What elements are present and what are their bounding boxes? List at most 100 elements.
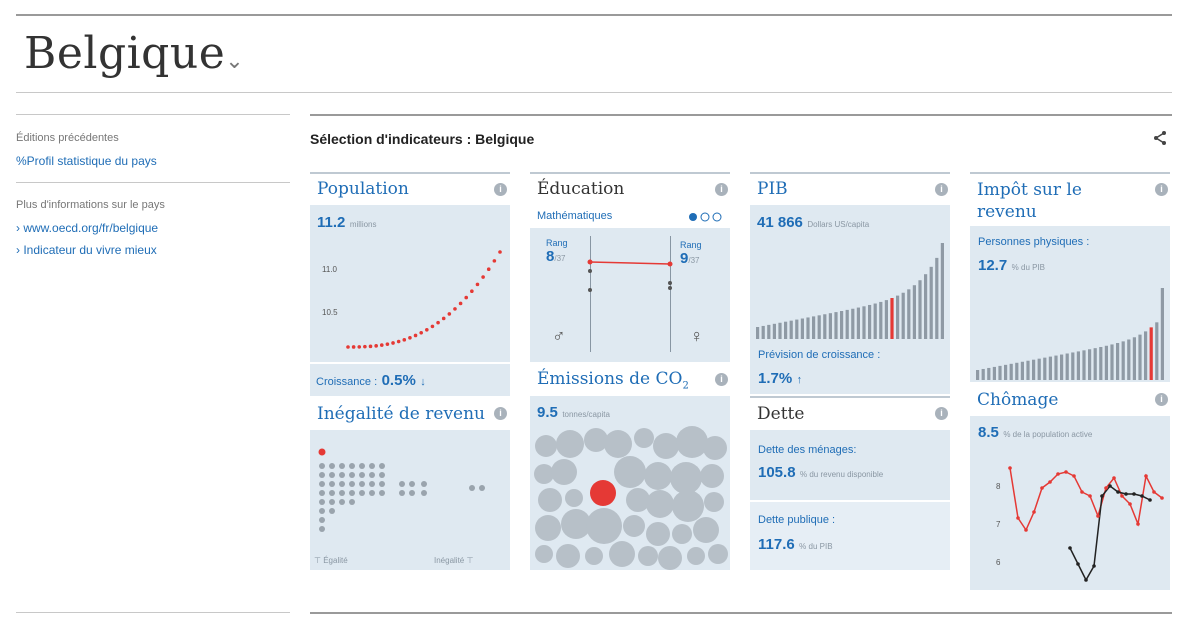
unemployment-point — [1108, 484, 1112, 488]
education-title[interactable]: Éducation — [537, 179, 625, 199]
belgium-bar — [1149, 327, 1153, 380]
inegalite-title[interactable]: Inégalité de revenu — [317, 404, 486, 424]
emissions-value: 9.5 — [537, 404, 558, 421]
country-bar — [1088, 349, 1092, 380]
country-bar — [1048, 356, 1052, 380]
chomage-unit: % de la population active — [1003, 430, 1093, 439]
right-total: /37 — [688, 256, 700, 265]
stat-profile-link[interactable]: %Profil statistique du pays — [16, 154, 157, 168]
tick-label: 10.5 — [322, 308, 338, 317]
unemployment-point — [1132, 492, 1136, 496]
chomage-title[interactable]: Chômage — [977, 390, 1059, 410]
country-bar — [845, 309, 849, 339]
country-bar — [1037, 358, 1041, 380]
country-bubble — [586, 508, 622, 544]
unemployment-point — [1124, 492, 1128, 496]
scale-icon: ⊤ — [314, 556, 321, 565]
country-bar — [800, 318, 804, 339]
info-icon[interactable]: i — [1155, 183, 1168, 196]
country-bubble — [634, 428, 654, 448]
card-divider — [310, 172, 510, 174]
left-rank: 8 — [546, 248, 555, 265]
unemployment-point — [1160, 496, 1164, 500]
share-icon[interactable] — [1152, 130, 1168, 151]
country-bubble — [653, 433, 679, 459]
pib-title[interactable]: PIB — [757, 179, 788, 199]
inequality-dot — [319, 472, 325, 478]
country-bar — [1155, 322, 1159, 380]
emissions-panel: 9.5 tonnes/capita — [530, 396, 730, 570]
sidebar-link-vivre-mieux[interactable]: › Indicateur du vivre mieux — [16, 243, 157, 257]
country-bubble — [556, 544, 580, 568]
country-bubble — [604, 430, 632, 458]
pib-value: 41 866 — [757, 214, 803, 231]
country-bubble — [534, 464, 554, 484]
unemployment-point — [1072, 474, 1076, 478]
population-point — [351, 345, 356, 349]
info-icon[interactable]: i — [494, 407, 507, 420]
country-bubble — [623, 515, 645, 537]
unemployment-point — [1016, 516, 1020, 520]
country-bar — [998, 365, 1002, 380]
inequality-dot — [349, 499, 355, 505]
country-bar — [851, 308, 855, 339]
inequality-dot — [339, 490, 345, 496]
country-bar — [1116, 342, 1120, 380]
info-icon[interactable]: i — [715, 183, 728, 196]
country-bar — [1060, 354, 1064, 380]
left-total: /37 — [554, 254, 566, 263]
male-icon: ♂ — [552, 326, 566, 346]
country-bar — [806, 317, 810, 339]
inequality-dot — [329, 508, 335, 514]
inequality-dot — [469, 485, 475, 491]
emissions-title[interactable]: Émissions de CO2 — [537, 369, 689, 392]
country-bubble — [670, 462, 702, 494]
inequality-dot — [339, 472, 345, 478]
country-bar — [868, 304, 872, 339]
population-panel: 11.2 millions 11.0 10.5 — [310, 205, 510, 362]
info-icon[interactable]: i — [935, 183, 948, 196]
chomage-value: 8.5 — [978, 424, 999, 441]
card-divider — [970, 172, 1170, 174]
info-icon[interactable]: i — [494, 183, 507, 196]
country-bar — [789, 320, 793, 339]
population-point — [396, 339, 401, 344]
sidebar-link-oecd[interactable]: › www.oecd.org/fr/belgique — [16, 221, 159, 235]
impot-bar-chart — [976, 288, 1164, 380]
impot-title[interactable]: Impôt sur le revenu — [977, 180, 1082, 222]
unemployment-point — [1048, 480, 1052, 484]
population-point — [436, 320, 440, 325]
unemployment-point — [1112, 476, 1116, 480]
country-bubble — [646, 522, 670, 546]
inequality-dot — [319, 463, 325, 469]
country-bar — [1015, 362, 1019, 380]
unemployment-point — [1104, 486, 1108, 490]
country-bar — [924, 274, 928, 339]
egalite-label: Égalité — [323, 556, 348, 565]
info-icon[interactable]: i — [715, 373, 728, 386]
subject-pager[interactable] — [688, 210, 728, 228]
section-title: Sélection d'indicateurs : Belgique — [310, 131, 535, 147]
population-title[interactable]: Population — [317, 179, 409, 199]
info-icon[interactable]: i — [1155, 393, 1168, 406]
country-bar — [912, 285, 916, 339]
unemployment-point — [1116, 490, 1120, 494]
unemployment-point — [1100, 494, 1104, 498]
country-bar — [1099, 346, 1103, 380]
unemployment-point — [1120, 494, 1124, 498]
unemployment-point — [1008, 466, 1012, 470]
country-bubble — [609, 541, 635, 567]
impot-value: 12.7 — [978, 257, 1008, 274]
info-icon[interactable]: i — [935, 407, 948, 420]
country-bubble — [551, 459, 577, 485]
card-divider — [750, 172, 950, 174]
unemployment-point — [1064, 470, 1068, 474]
country-selector[interactable]: Belgique⌄ — [24, 28, 244, 79]
footer-rule — [310, 612, 1172, 614]
country-bubble — [614, 456, 646, 488]
inequality-dot — [359, 490, 365, 496]
dette-title[interactable]: Dette — [757, 404, 805, 424]
unemployment-point — [1076, 562, 1080, 566]
divider — [670, 236, 671, 352]
divider — [590, 236, 591, 352]
